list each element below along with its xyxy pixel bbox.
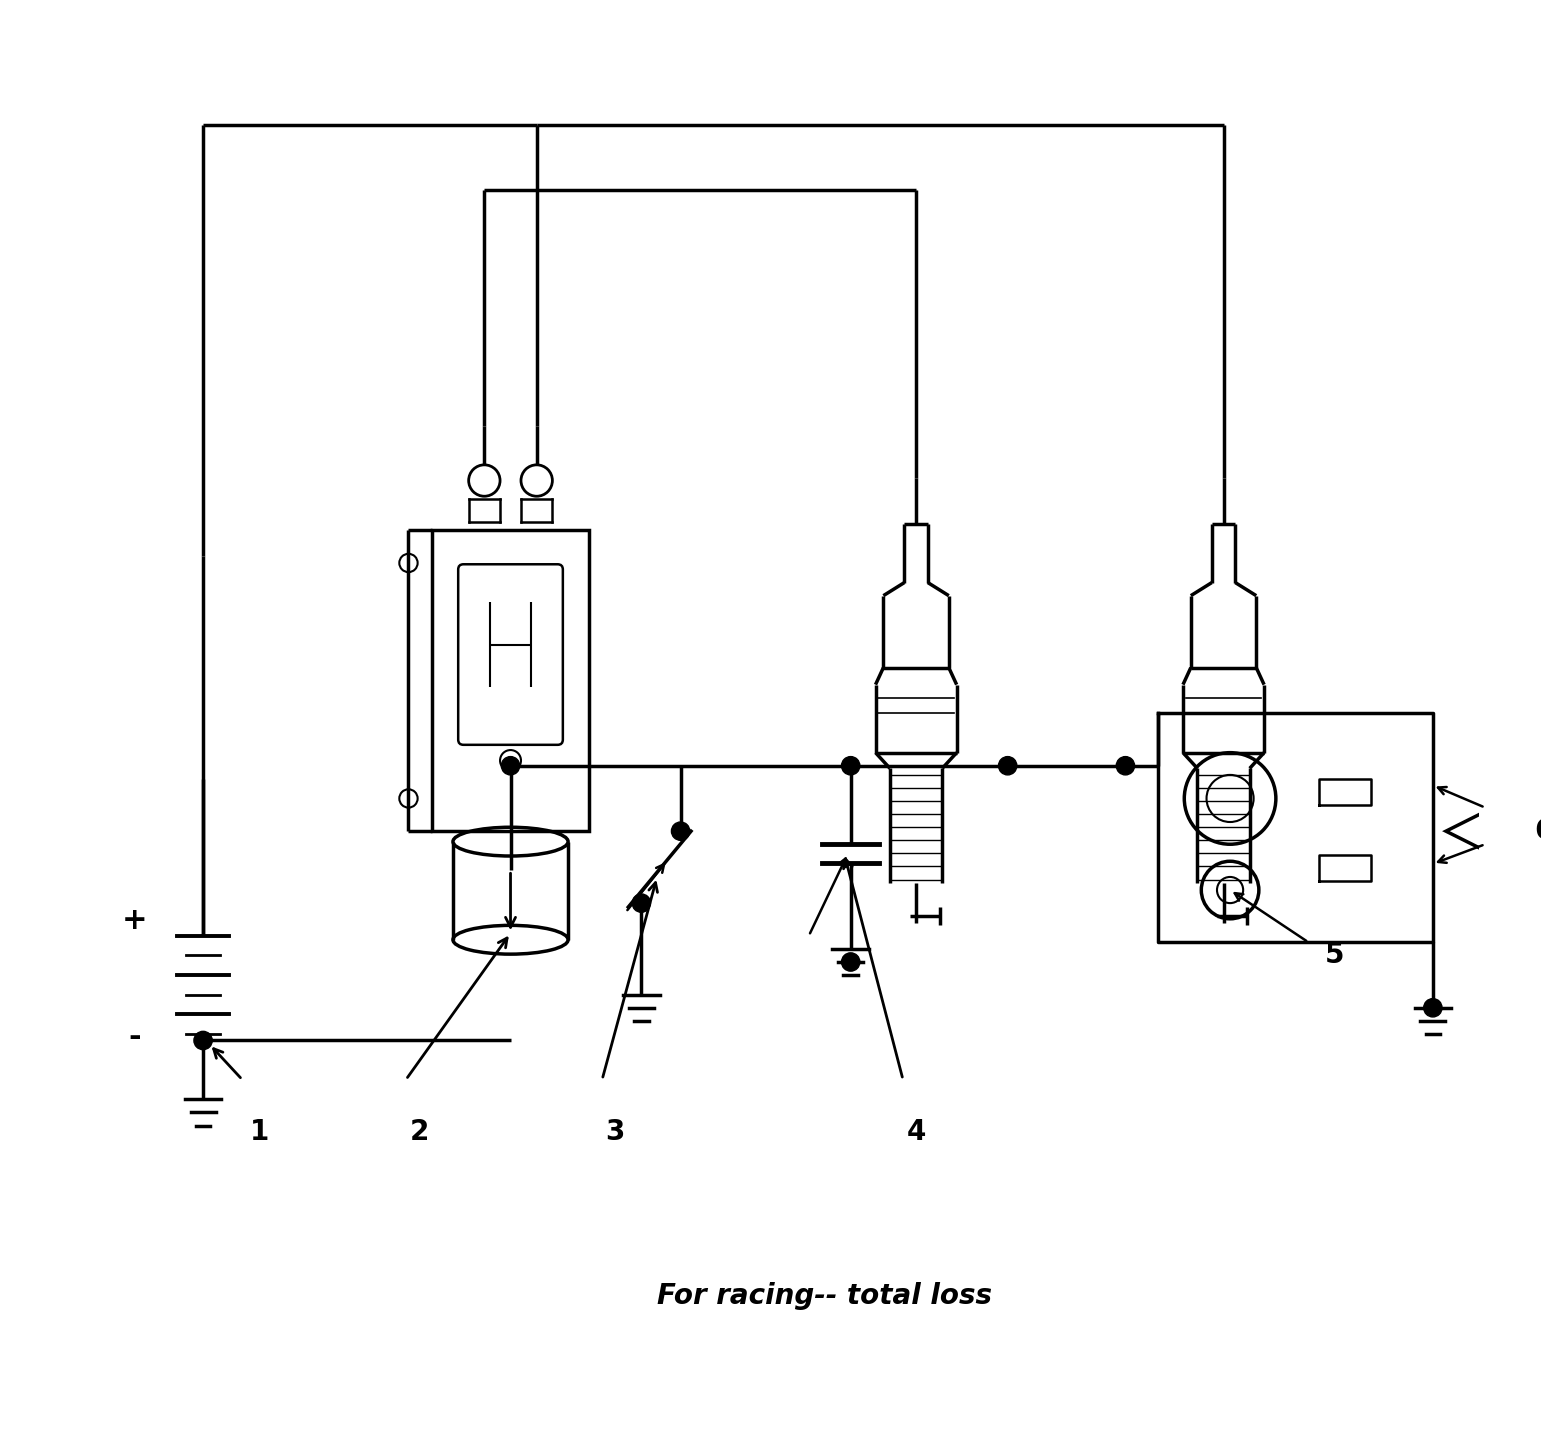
Text: 5: 5 [1325, 942, 1344, 969]
Circle shape [1116, 757, 1134, 774]
Circle shape [1424, 998, 1442, 1017]
Circle shape [501, 757, 519, 774]
Text: +: + [122, 905, 148, 934]
Text: 6: 6 [1535, 817, 1541, 846]
Text: -: - [129, 1023, 142, 1052]
Text: For racing-- total loss: For racing-- total loss [656, 1282, 992, 1309]
Circle shape [999, 757, 1017, 774]
Text: 3: 3 [606, 1117, 624, 1146]
Circle shape [841, 757, 860, 774]
Text: 4: 4 [906, 1117, 926, 1146]
Circle shape [841, 953, 860, 971]
Text: 1: 1 [250, 1117, 270, 1146]
Text: 2: 2 [410, 1117, 428, 1146]
Circle shape [194, 1032, 213, 1049]
Circle shape [632, 894, 650, 912]
Bar [431, 530, 589, 831]
Circle shape [672, 822, 690, 840]
